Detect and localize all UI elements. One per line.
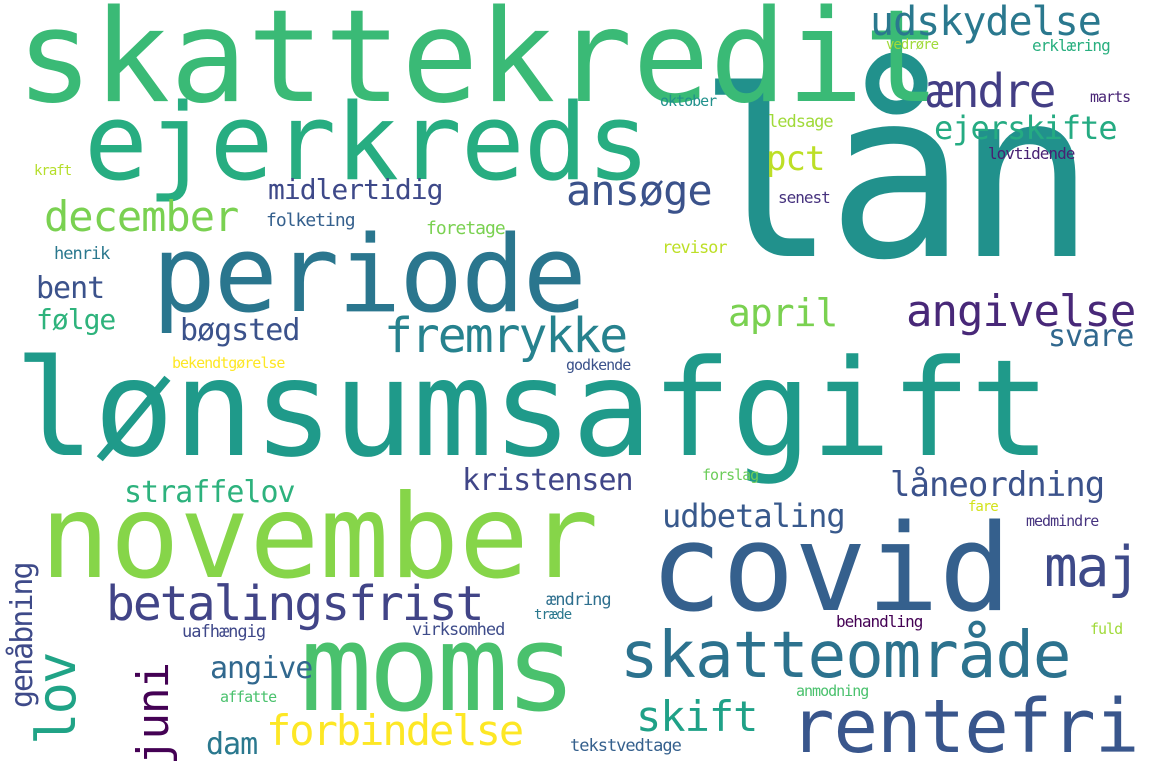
word-lovtidende: lovtidende: [988, 146, 1074, 162]
word-kristensen: kristensen: [462, 466, 633, 496]
word-behandling: behandling: [836, 614, 922, 630]
word-godkende: godkende: [566, 358, 630, 373]
word-vedroere: vedrøre: [886, 38, 938, 52]
word-uafhaengig: uafhængig: [182, 624, 265, 641]
word-erklaering: erklæring: [1032, 38, 1110, 54]
word-dam: dam: [206, 730, 257, 760]
word-forbindelse: forbindelse: [266, 710, 522, 752]
word-fremrykke: fremrykke: [384, 312, 626, 360]
word-rentefri: rentefri: [790, 690, 1138, 764]
word-kraft: kraft: [34, 164, 71, 178]
word-skatteomraade: skatteområde: [620, 624, 1070, 688]
word-forslag: forslag: [702, 468, 758, 483]
word-svare: svare: [1048, 322, 1133, 352]
word-medmindre: medmindre: [1026, 514, 1098, 529]
word-henrik: henrik: [54, 246, 109, 263]
word-ansoege: ansøge: [566, 170, 712, 212]
word-april: april: [728, 294, 837, 332]
word-ejerskifte: ejerskifte: [934, 112, 1117, 144]
word-fuld: fuld: [1090, 622, 1122, 637]
word-midlertidig: midlertidig: [268, 176, 442, 204]
word-foretage: foretage: [426, 220, 505, 238]
word-traede: træde: [534, 608, 571, 622]
word-laaneordning: låneordning: [890, 468, 1104, 502]
word-senest: senest: [778, 190, 830, 206]
word-juni: juni: [132, 663, 176, 765]
word-pct: pct: [766, 142, 824, 176]
word-udbetaling: udbetaling: [662, 500, 845, 532]
word-december: december: [44, 196, 238, 238]
word-bent: bent: [36, 274, 104, 304]
word-tekstvedtage: tekstvedtage: [570, 738, 681, 755]
word-maj: maj: [1044, 540, 1139, 596]
word-angive: angive: [210, 654, 312, 684]
word-foelge: følge: [36, 306, 115, 334]
word-fare: fare: [968, 500, 998, 514]
word-marts: marts: [1090, 90, 1130, 105]
word-bekendtgoerelse: bekendtgørelse: [172, 356, 284, 371]
word-revisor: revisor: [662, 240, 727, 257]
word-genaabning: genåbning: [8, 563, 38, 708]
word-anmodning: anmodning: [796, 684, 868, 699]
word-oktober: oktober: [660, 94, 716, 109]
word-skift: skift: [636, 696, 757, 738]
word-ledsage: ledsage: [768, 114, 833, 131]
word-straffelov: straffelov: [124, 478, 295, 508]
word-boegsted: bøgsted: [180, 316, 299, 346]
word-folketing: folketing: [266, 212, 355, 230]
word-aendre: ændre: [926, 68, 1054, 114]
word-virksomhed: virksomhed: [412, 622, 504, 639]
word-affatte: affatte: [220, 690, 276, 705]
